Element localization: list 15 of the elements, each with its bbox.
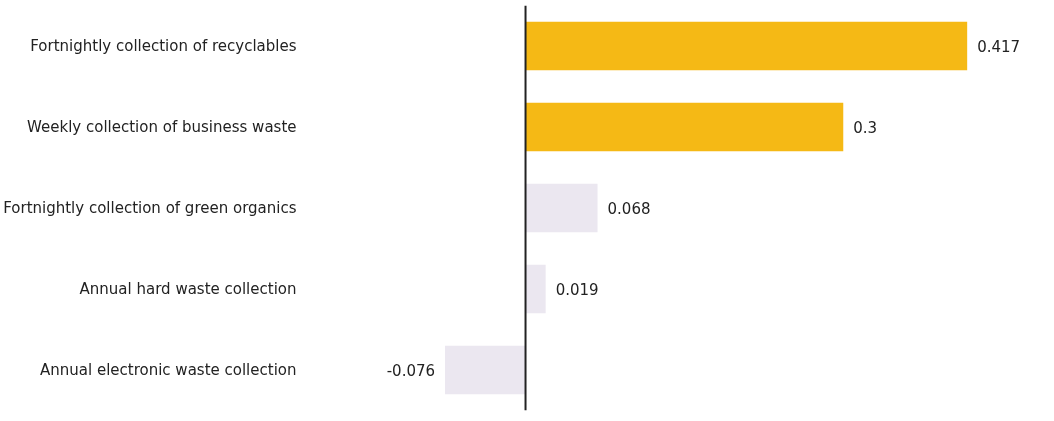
data-label: 0.417 [977,38,1021,56]
data-label: 0.3 [853,119,878,137]
bar [525,264,546,314]
y-tick-label: Fortnightly collection of recyclables [30,37,297,55]
bar [525,183,598,233]
y-tick-label: Weekly collection of business waste [27,118,297,136]
data-label: -0.076 [386,362,436,380]
data-label: 0.068 [607,200,651,218]
bar [525,21,968,71]
data-label: 0.019 [555,281,599,299]
y-tick-label: Fortnightly collection of green organics [3,199,297,217]
bar [525,102,844,152]
y-tick-label: Annual hard waste collection [79,280,297,298]
y-tick-label: Annual electronic waste collection [40,361,297,379]
bar [445,345,526,395]
